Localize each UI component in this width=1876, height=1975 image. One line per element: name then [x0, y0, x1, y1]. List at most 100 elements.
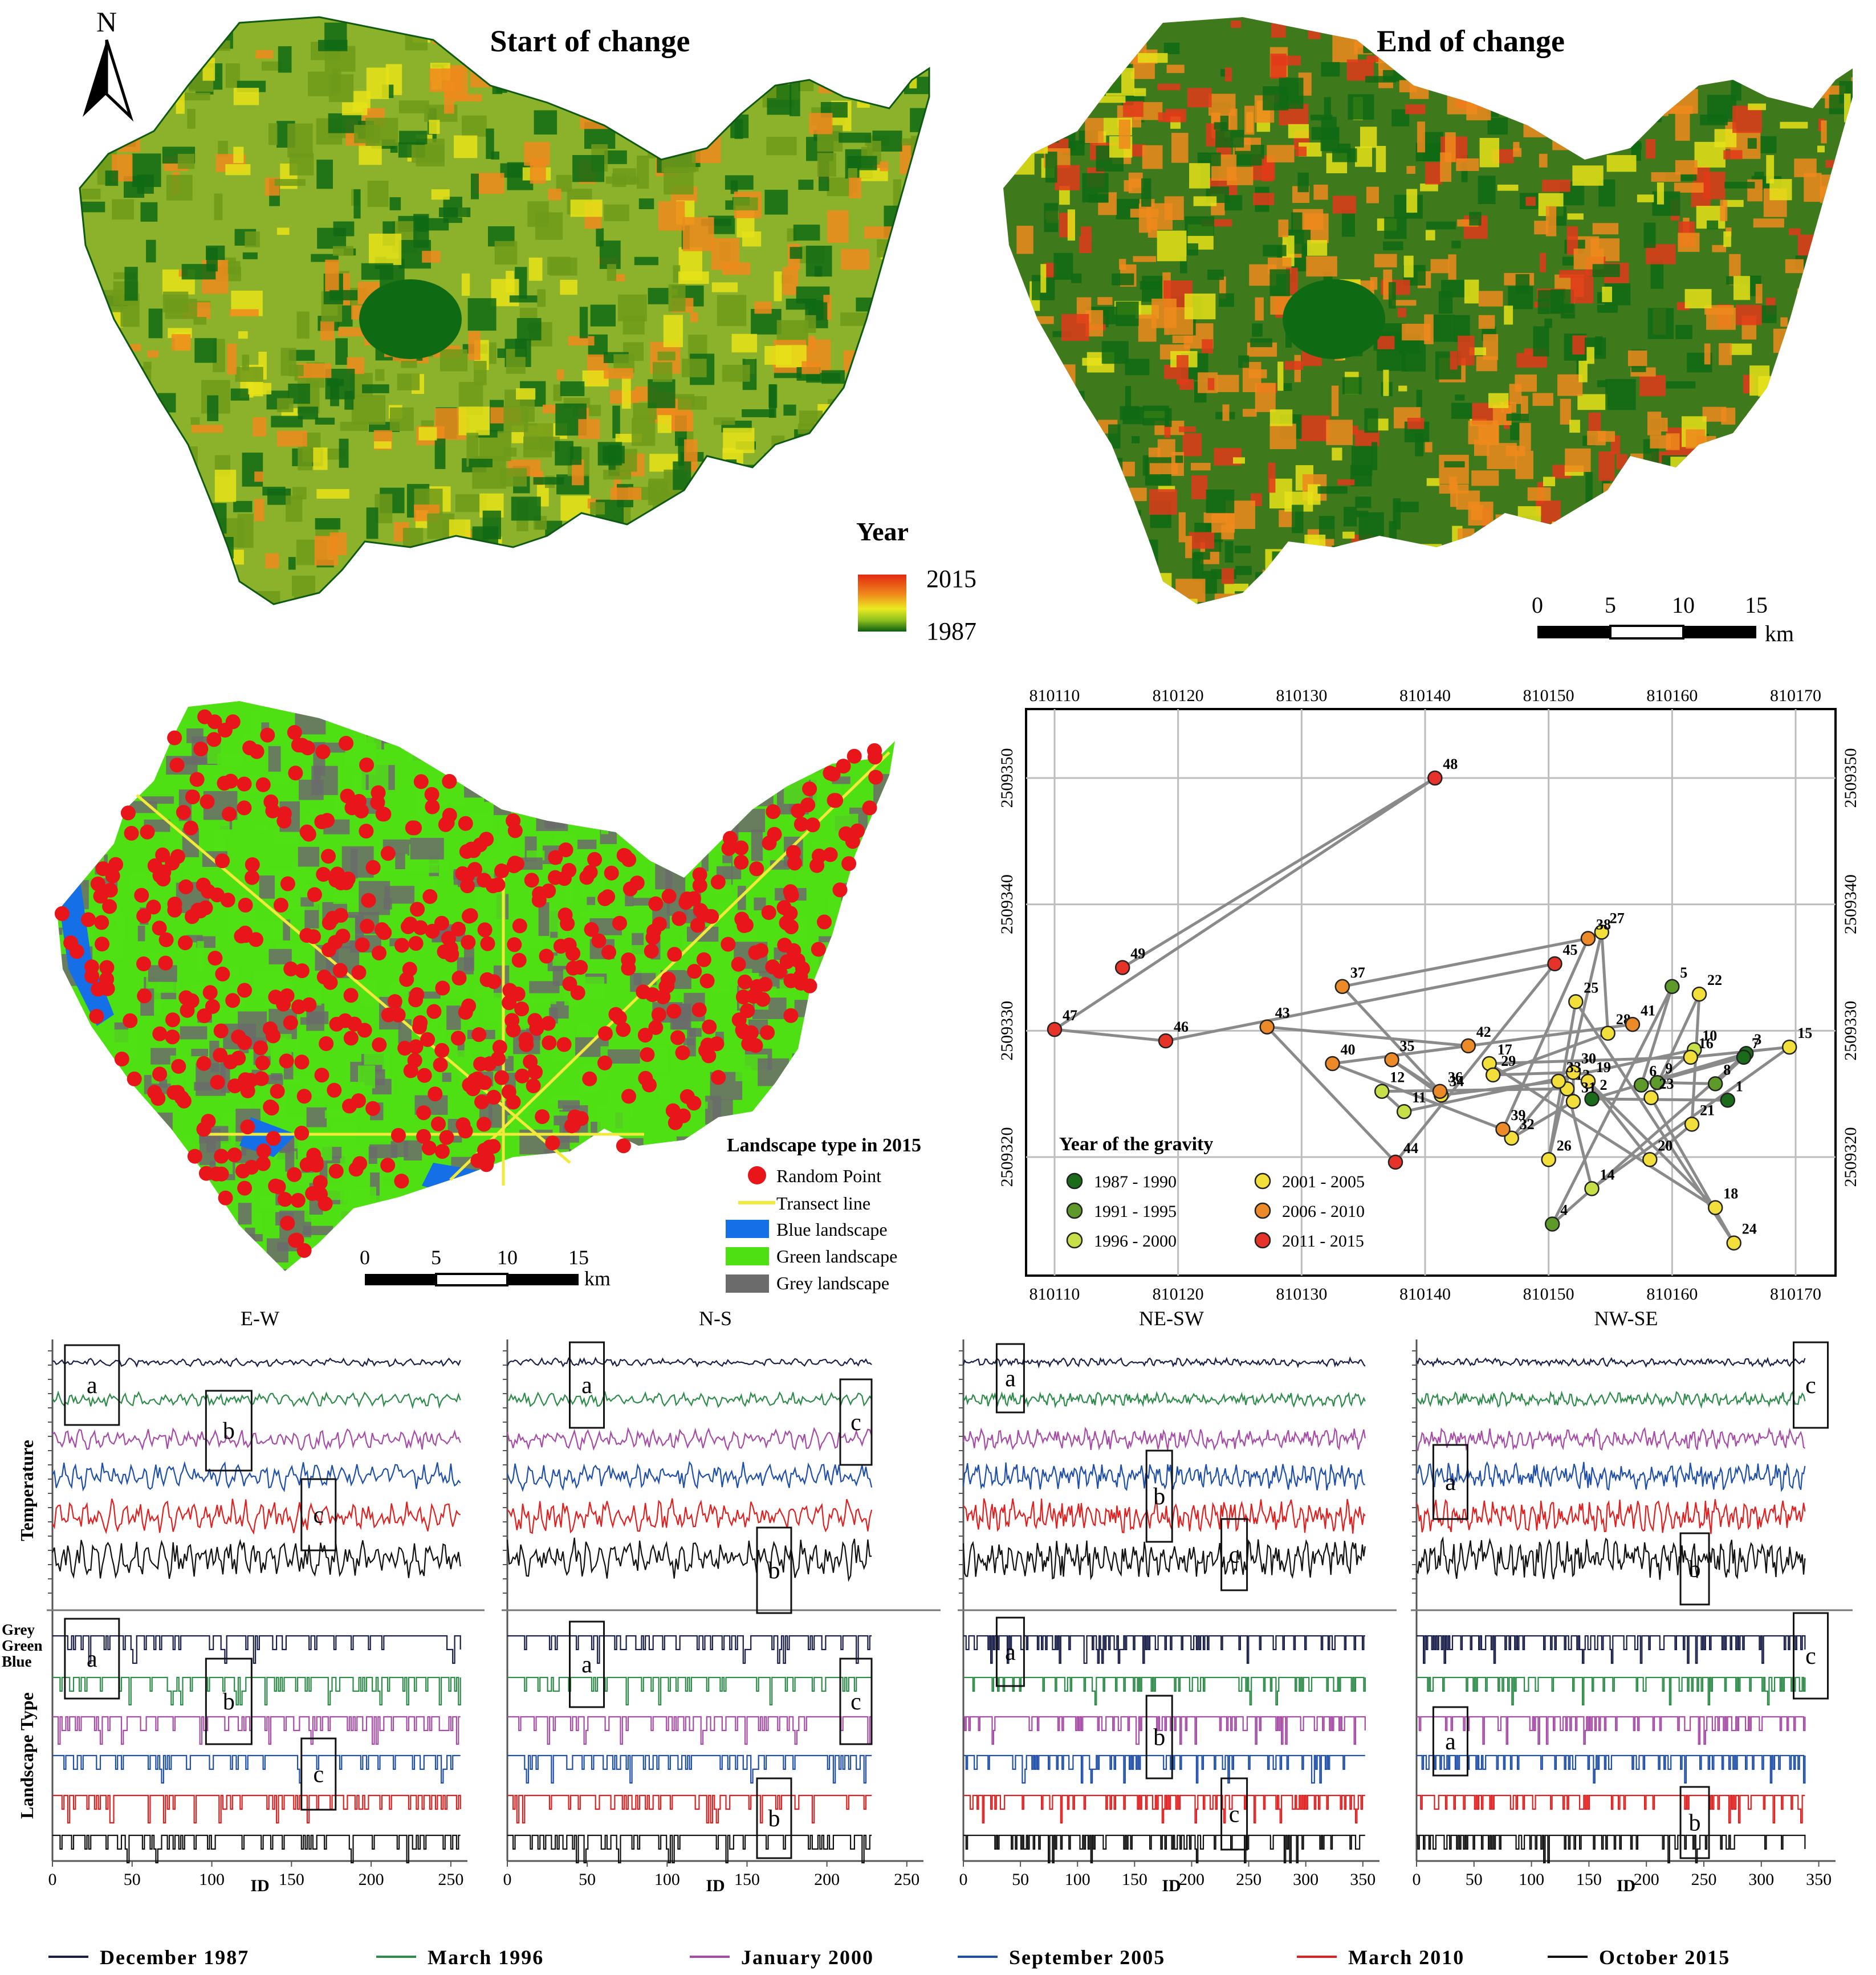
- map-patch: [497, 348, 506, 358]
- x-tick-label: 350: [1806, 1870, 1832, 1889]
- map-patch: [390, 1141, 408, 1158]
- map-patch: [1111, 503, 1118, 522]
- map-patch: [1554, 597, 1571, 604]
- gravity-point-label: 3: [1754, 1031, 1761, 1048]
- map-patch: [254, 471, 263, 482]
- map-patch: [1729, 343, 1752, 355]
- random-point: [237, 800, 252, 816]
- map-patch: [1306, 256, 1337, 277]
- random-point: [416, 1129, 432, 1144]
- random-point: [408, 936, 424, 951]
- map-patch: [1191, 475, 1208, 499]
- map-patch: [735, 1066, 751, 1081]
- map-patch: [1425, 230, 1435, 241]
- map-patch: [1497, 184, 1519, 191]
- random-point: [565, 960, 581, 976]
- map-patch: [691, 129, 721, 163]
- map-patch: [536, 1206, 547, 1217]
- map-patch: [1560, 304, 1576, 319]
- map-patch: [1724, 182, 1755, 189]
- x-tick-label-bottom: 810160: [1646, 1285, 1698, 1304]
- map-patch: [1643, 222, 1656, 248]
- map-patch: [831, 1111, 847, 1119]
- map-patch: [1737, 556, 1755, 573]
- random-point: [380, 846, 396, 861]
- map-patch: [1535, 71, 1560, 88]
- random-point: [425, 923, 440, 939]
- map-patch: [1043, 441, 1053, 473]
- map-patch: [572, 459, 584, 486]
- random-point: [868, 769, 884, 785]
- x-axis-label: ID: [1617, 1876, 1635, 1895]
- landscape-type-line: [507, 1834, 872, 1864]
- random-point: [463, 908, 478, 923]
- random-point: [570, 985, 585, 1000]
- map-patch: [192, 425, 223, 433]
- map-patch: [176, 1208, 200, 1216]
- random-point: [99, 971, 115, 987]
- map-patch: [161, 605, 189, 628]
- gravity-point-label: 40: [1341, 1041, 1356, 1058]
- random-point: [165, 1029, 180, 1045]
- map-patch: [1837, 552, 1853, 573]
- map-patch: [1045, 152, 1057, 183]
- map-patch: [1214, 122, 1227, 130]
- random-point: [548, 850, 563, 865]
- gravity-point-label: 26: [1557, 1137, 1572, 1154]
- map-patch: [1585, 106, 1605, 127]
- map-patch: [490, 722, 508, 744]
- map-patch: [683, 598, 714, 604]
- map-patch: [136, 62, 153, 90]
- map-patch: [671, 1252, 687, 1271]
- random-point: [408, 1039, 424, 1054]
- gravity-point: [1565, 1065, 1581, 1080]
- random-point: [766, 804, 781, 819]
- random-point: [235, 1163, 250, 1179]
- map-patch: [1698, 605, 1710, 620]
- x-tick-label-top: 810170: [1770, 686, 1821, 705]
- map-patch: [1458, 528, 1475, 546]
- map-patch: [117, 757, 147, 785]
- random-point: [811, 942, 826, 957]
- map-patch: [1222, 404, 1230, 421]
- random-point: [165, 1012, 180, 1028]
- map-patch: [717, 295, 747, 327]
- legend-blue-label: Blue landscape: [776, 1219, 888, 1240]
- gravity-point-label: 47: [1063, 1007, 1077, 1024]
- map-patch: [1191, 463, 1211, 471]
- map-patch: [1533, 326, 1549, 357]
- map-patch: [758, 1058, 789, 1086]
- map-patch: [840, 450, 848, 471]
- random-point: [205, 999, 220, 1014]
- map-patch: [1261, 579, 1273, 604]
- map-patch: [1789, 228, 1801, 235]
- map-patch: [1101, 341, 1129, 364]
- map-patch: [1419, 601, 1442, 604]
- map-patch: [653, 362, 673, 382]
- map-patch: [1797, 288, 1814, 295]
- map-patch: [838, 1037, 860, 1047]
- map-patch: [1366, 55, 1379, 62]
- map-patch: [881, 827, 895, 861]
- map-patch: [80, 563, 95, 576]
- random-point: [315, 744, 331, 759]
- map-patch: [367, 719, 382, 752]
- map-patch: [1797, 416, 1829, 433]
- random-point: [313, 1187, 328, 1202]
- gravity-point-label: 23: [1659, 1076, 1674, 1092]
- scale-top-tick-10: 10: [1672, 592, 1695, 618]
- map-patch: [918, 347, 929, 356]
- map-patch: [1627, 350, 1647, 367]
- map-patch: [1515, 450, 1533, 479]
- map-patch: [864, 1052, 872, 1075]
- scale-mid-tick-10: 10: [497, 1246, 518, 1269]
- random-point: [54, 906, 70, 921]
- landscape-legend-title: Landscape type in 2015: [727, 1135, 921, 1156]
- map-patch: [329, 590, 339, 604]
- map-patch: [919, 215, 929, 236]
- map-patch: [1125, 359, 1150, 376]
- map-patch: [492, 74, 503, 95]
- random-point: [644, 943, 659, 959]
- map-patch: [80, 201, 105, 213]
- random-point: [492, 1040, 507, 1055]
